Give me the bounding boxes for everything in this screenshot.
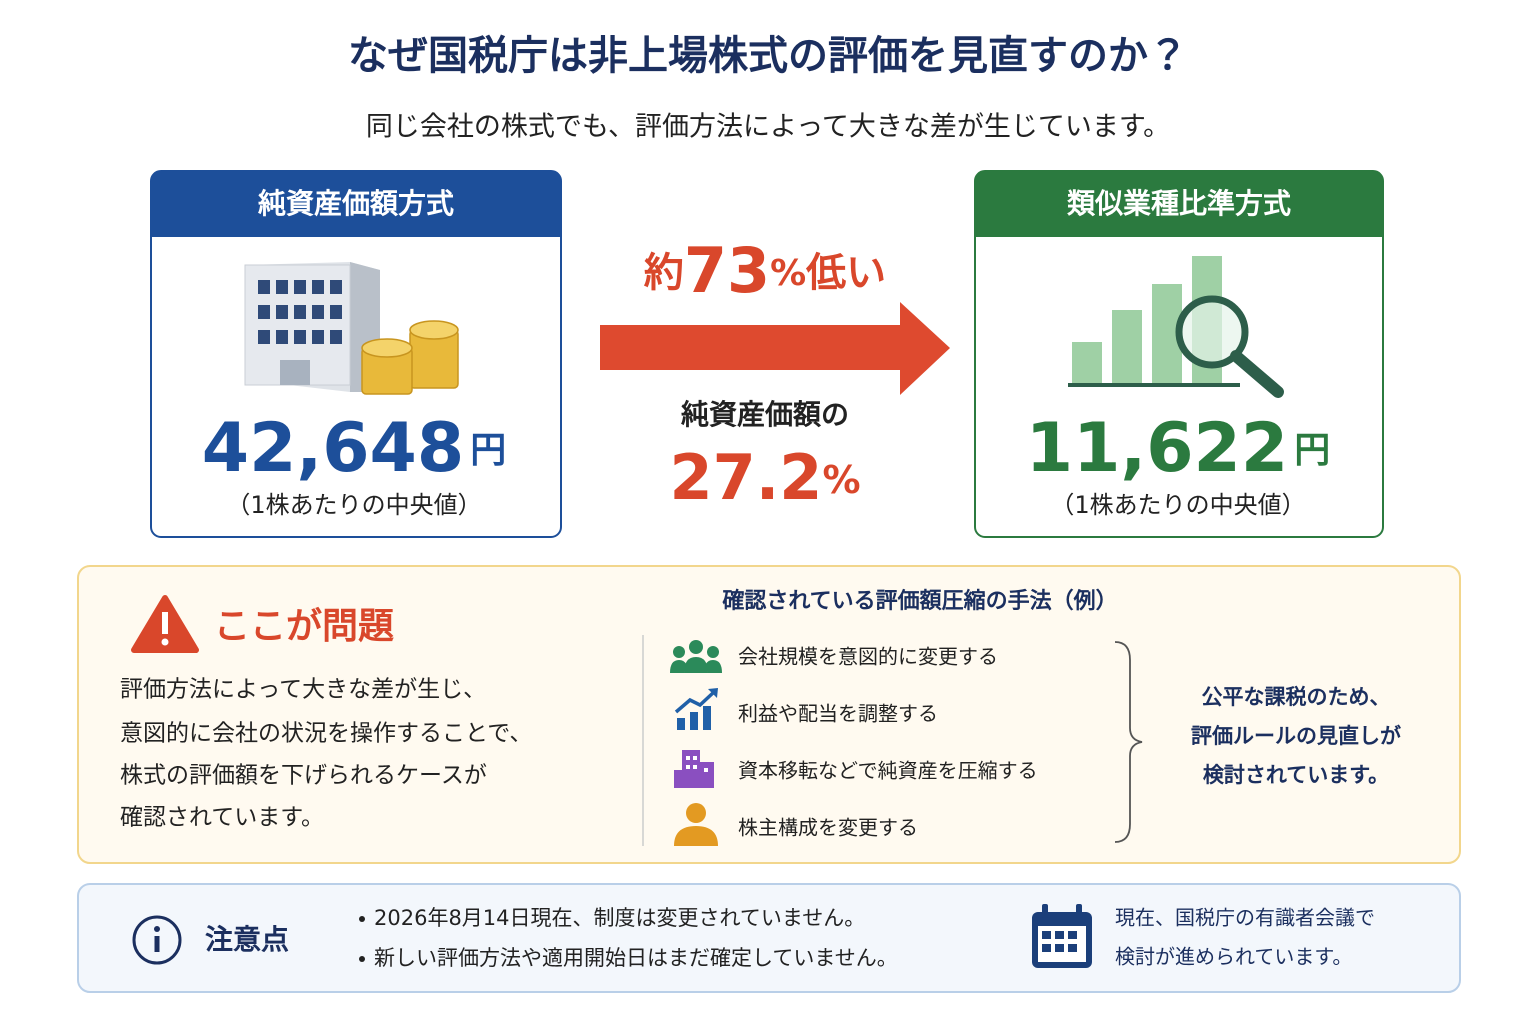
card-header bbox=[151, 171, 561, 237]
notice-items: 2026年8月14日現在、制度は変更されていません。新しい評価方法や適用開始日は… bbox=[359, 906, 898, 970]
notice-item: 2026年8月14日現在、制度は変更されていません。 bbox=[374, 906, 865, 930]
method-icons bbox=[670, 640, 722, 846]
people-icon bbox=[670, 640, 722, 673]
notice-title: 注意点 bbox=[205, 923, 289, 956]
method-item: 株主構成を変更する bbox=[738, 816, 918, 840]
ratio-value: 27.2 bbox=[669, 441, 822, 514]
amount-unit: 円 bbox=[1294, 430, 1330, 471]
card-title: 純資産価額方式 bbox=[258, 187, 454, 220]
card-title: 類似業種比準方式 bbox=[1067, 187, 1291, 220]
method-item: 会社規模を意図的に変更する bbox=[738, 645, 998, 669]
calendar-icon bbox=[1032, 904, 1092, 968]
warning-icon bbox=[131, 595, 199, 653]
amount-unit: 円 bbox=[470, 430, 506, 471]
box-frame bbox=[77, 565, 1461, 864]
method-item: 利益や配当を調整する bbox=[738, 702, 938, 726]
amount-value: 42,648 bbox=[202, 409, 464, 488]
building-icon bbox=[244, 262, 380, 392]
ratio: 27.2% bbox=[669, 441, 860, 514]
coins-icon bbox=[361, 320, 459, 395]
problem-line: 評価方法によって大きな差が生じ、 bbox=[120, 677, 486, 703]
amount: 42,648 円 bbox=[202, 409, 506, 488]
problem-line: 株式の評価額を下げられるケースが bbox=[120, 763, 487, 789]
amount: 11,622 円 bbox=[1026, 409, 1330, 488]
difference-value: 73 bbox=[684, 234, 770, 307]
title: なぜ国税庁は非上場株式の評価を見直すのか？ bbox=[348, 33, 1188, 79]
methods-title: 確認されている評価額圧縮の手法（例） bbox=[722, 588, 1117, 614]
conclusion-line: 評価ルールの見直しが bbox=[1191, 724, 1401, 748]
arrow bbox=[600, 302, 950, 395]
bullet bbox=[359, 916, 365, 922]
card-note: （1株あたりの中央値） bbox=[1050, 491, 1305, 519]
difference-prefix: 約 bbox=[644, 250, 684, 296]
subtitle: 同じ会社の株式でも、評価方法によって大きな差が生じています。 bbox=[366, 112, 1170, 143]
conclusion-line: 検討されています。 bbox=[1203, 763, 1389, 787]
chart-icon bbox=[1068, 256, 1284, 398]
method-items: 会社規模を意図的に変更する利益や配当を調整する資本移転などで純資産を圧縮する株主… bbox=[738, 645, 1038, 840]
difference-sign: % bbox=[770, 253, 806, 294]
notice-item: 新しい評価方法や適用開始日はまだ確定していません。 bbox=[374, 946, 898, 970]
info-icon bbox=[132, 915, 182, 965]
notice-box: 注意点 2026年8月14日現在、制度は変更されていません。新しい評価方法や適用… bbox=[77, 883, 1461, 993]
conclusion-line: 公平な課税のため、 bbox=[1202, 685, 1391, 709]
amount-value: 11,622 bbox=[1026, 409, 1288, 488]
buildings-icon bbox=[674, 750, 714, 788]
person-icon bbox=[674, 803, 718, 846]
box-frame bbox=[77, 883, 1461, 993]
difference-suffix: 低い bbox=[805, 250, 886, 296]
problem-title: ここが問題 bbox=[214, 606, 394, 647]
problem-lines: 評価方法によって大きな差が生じ、意図的に会社の状況を操作することで、株式の評価額… bbox=[120, 677, 532, 831]
ratio-sign: % bbox=[822, 458, 860, 502]
card-note: （1株あたりの中央値） bbox=[226, 491, 481, 519]
ratio-label: 純資産価額の bbox=[681, 398, 849, 431]
status-line: 検討が進められています。 bbox=[1115, 945, 1352, 969]
status-line: 現在、国税庁の有識者会議で bbox=[1115, 906, 1375, 930]
difference: 約73%低い bbox=[644, 234, 886, 307]
problem-line: 意図的に会社の状況を操作することで、 bbox=[120, 721, 532, 747]
card-header bbox=[975, 171, 1383, 237]
brace bbox=[1114, 641, 1143, 843]
growth-icon bbox=[674, 688, 718, 730]
right-card: 類似業種比準方式 11,622 円 （1株あたりの中央値） bbox=[974, 170, 1384, 538]
problem-line: 確認されています。 bbox=[120, 805, 324, 831]
method-item: 資本移転などで純資産を圧縮する bbox=[738, 759, 1038, 783]
problem-box: ここが問題 評価方法によって大きな差が生じ、意図的に会社の状況を操作することで、… bbox=[77, 565, 1461, 864]
bullet bbox=[359, 956, 365, 962]
left-card: 純資産価額方式 42,648 円 （1株あたりの中央値） bbox=[150, 170, 562, 538]
